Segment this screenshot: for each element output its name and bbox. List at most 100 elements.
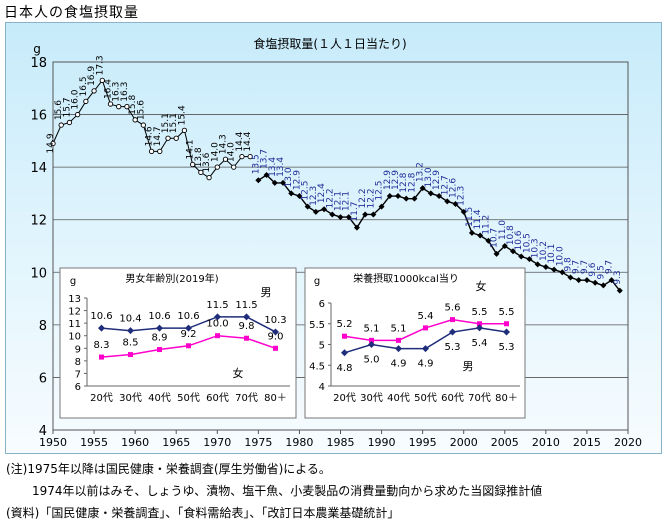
survey-point bbox=[567, 274, 574, 281]
main-y-tick-label: 4 bbox=[39, 424, 47, 439]
estimated-data-label: 15.6 bbox=[54, 100, 64, 120]
survey-point bbox=[493, 250, 500, 257]
survey-data-label: 12.8 bbox=[399, 172, 409, 192]
estimated-data-label: 17.3 bbox=[95, 55, 105, 75]
age-sex-inset-male-data-label: 11.5 bbox=[206, 300, 228, 311]
survey-point bbox=[395, 193, 401, 200]
main-x-tick-label: 1990 bbox=[368, 436, 396, 449]
per-kcal-inset-male-point bbox=[341, 349, 348, 357]
survey-data-label: 12.8 bbox=[407, 172, 417, 192]
age-sex-inset-female-point bbox=[273, 345, 278, 351]
survey-point bbox=[411, 195, 418, 202]
per-kcal-inset-female-data-label: 5.6 bbox=[445, 303, 461, 314]
estimated-point bbox=[239, 153, 245, 160]
survey-data-label: 12.1 bbox=[342, 191, 352, 211]
survey-data-label: 10.1 bbox=[547, 244, 557, 264]
note-line-1: (注)1975年以降は国民健康・栄養調査(厚生労働省)による。 bbox=[6, 462, 331, 476]
age-sex-inset-x-tick-label: 20代 bbox=[90, 392, 113, 404]
main-y-tick-label: 18 bbox=[30, 56, 47, 71]
age-sex-inset-y-tick-label: 6 bbox=[75, 382, 81, 393]
age-sex-inset-female-point bbox=[99, 354, 104, 360]
survey-data-label: 13.4 bbox=[276, 157, 286, 177]
main-x-tick-label: 1955 bbox=[80, 436, 108, 449]
estimated-point bbox=[181, 127, 188, 133]
per-kcal-inset-female-data-label: 5.5 bbox=[472, 307, 488, 318]
age-sex-inset-female-point bbox=[186, 343, 191, 349]
main-y-unit: g bbox=[33, 42, 41, 56]
survey-point bbox=[419, 185, 426, 192]
survey-point bbox=[468, 229, 475, 236]
survey-data-label: 9.7 bbox=[580, 260, 590, 274]
estimated-data-label: 15.4 bbox=[177, 105, 187, 125]
age-sex-inset-male-point bbox=[214, 313, 221, 321]
per-kcal-inset-male-data-label: 5.3 bbox=[445, 342, 461, 353]
age-sex-inset-legend-female: 女 bbox=[233, 366, 244, 380]
estimated-data-label: 16.9 bbox=[87, 66, 97, 86]
per-kcal-inset-female-data-label: 5.5 bbox=[499, 307, 515, 318]
survey-data-label: 13.5 bbox=[251, 154, 261, 174]
per-kcal-inset-title: 栄養摂取1000kcal当り bbox=[353, 272, 459, 285]
age-sex-inset-female-data-label: 8.5 bbox=[123, 338, 139, 349]
estimated-data-label: 16.4 bbox=[104, 79, 114, 99]
age-sex-inset-female-data-label: 9.0 bbox=[268, 331, 284, 342]
survey-point bbox=[542, 264, 549, 271]
age-sex-inset-male-data-label: 10.6 bbox=[148, 311, 170, 322]
age-sex-inset-y-tick-label: 10 bbox=[68, 332, 81, 343]
age-sex-inset-x-tick-label: 70代 bbox=[235, 392, 258, 404]
survey-point bbox=[337, 214, 344, 221]
per-kcal-inset-male-data-label: 4.9 bbox=[418, 359, 434, 370]
per-kcal-inset-male-point bbox=[368, 341, 375, 348]
age-sex-inset-male-point bbox=[272, 328, 279, 336]
per-kcal-inset-male-data-label: 4.8 bbox=[337, 363, 353, 374]
survey-data-label: 12.5 bbox=[301, 181, 311, 201]
main-chart-title: 食塩摂取量(１人１日当たり) bbox=[253, 36, 406, 51]
estimated-data-label: 14.1 bbox=[186, 139, 196, 159]
survey-point bbox=[583, 277, 590, 284]
survey-data-label: 11.2 bbox=[481, 215, 491, 235]
age-sex-inset-male-point bbox=[127, 327, 134, 335]
estimated-point bbox=[173, 135, 179, 141]
age-sex-inset-x-tick-label: 50代 bbox=[177, 392, 200, 404]
survey-data-label: 10.0 bbox=[555, 246, 565, 266]
age-sex-inset-y-tick-label: 11 bbox=[68, 319, 81, 330]
per-kcal-inset-female-data-label: 5.2 bbox=[337, 319, 353, 330]
main-x-tick-label: 1980 bbox=[285, 436, 313, 449]
per-kcal-inset-male-data-label: 5.0 bbox=[364, 355, 380, 366]
age-sex-inset-y-tick-label: 13 bbox=[68, 294, 81, 305]
age-sex-inset-y-unit: g bbox=[70, 276, 76, 287]
survey-point bbox=[444, 198, 451, 205]
survey-point bbox=[436, 193, 443, 200]
survey-data-label: 13.0 bbox=[424, 167, 434, 187]
survey-data-label: 13.2 bbox=[416, 162, 426, 182]
per-kcal-inset-x-tick-label: 80＋ bbox=[495, 393, 518, 404]
survey-point bbox=[280, 179, 286, 186]
estimated-data-label: 14.0 bbox=[210, 142, 220, 162]
survey-point bbox=[362, 211, 369, 218]
estimated-data-label: 16.0 bbox=[71, 89, 81, 109]
per-kcal-inset-y-tick-label: 4.5 bbox=[309, 361, 325, 372]
per-kcal-inset-y-tick-label: 4 bbox=[319, 382, 325, 393]
survey-data-label: 12.2 bbox=[366, 188, 376, 208]
per-kcal-inset-x-tick-label: 20代 bbox=[333, 392, 356, 404]
estimated-data-label: 14.0 bbox=[227, 142, 237, 162]
survey-point bbox=[386, 193, 393, 200]
per-kcal-inset-legend-female: 女 bbox=[476, 279, 487, 293]
note-line-3: (資料)「国民健康・栄養調査」、「食料需給表」、「改訂日本農業基礎統計」 bbox=[6, 506, 400, 520]
survey-point bbox=[403, 195, 410, 202]
survey-point bbox=[526, 256, 533, 263]
age-sex-inset-x-tick-label: 30代 bbox=[119, 392, 142, 404]
per-kcal-inset-female-point bbox=[342, 333, 347, 339]
main-x-tick-label: 2015 bbox=[573, 436, 601, 449]
main-y-tick-label: 16 bbox=[30, 109, 47, 124]
survey-data-label: 12.9 bbox=[391, 170, 401, 190]
main-x-tick-label: 1995 bbox=[409, 436, 437, 449]
survey-data-label: 9.8 bbox=[564, 257, 574, 272]
estimated-data-label: 14.4 bbox=[243, 131, 253, 151]
survey-point bbox=[510, 248, 516, 255]
estimated-point bbox=[99, 77, 105, 84]
main-x-tick-label: 2005 bbox=[491, 436, 519, 449]
estimated-point bbox=[165, 135, 171, 141]
estimated-data-label: 14.4 bbox=[235, 131, 245, 151]
estimated-point bbox=[66, 119, 73, 126]
main-x-tick-label: 2020 bbox=[614, 436, 642, 449]
